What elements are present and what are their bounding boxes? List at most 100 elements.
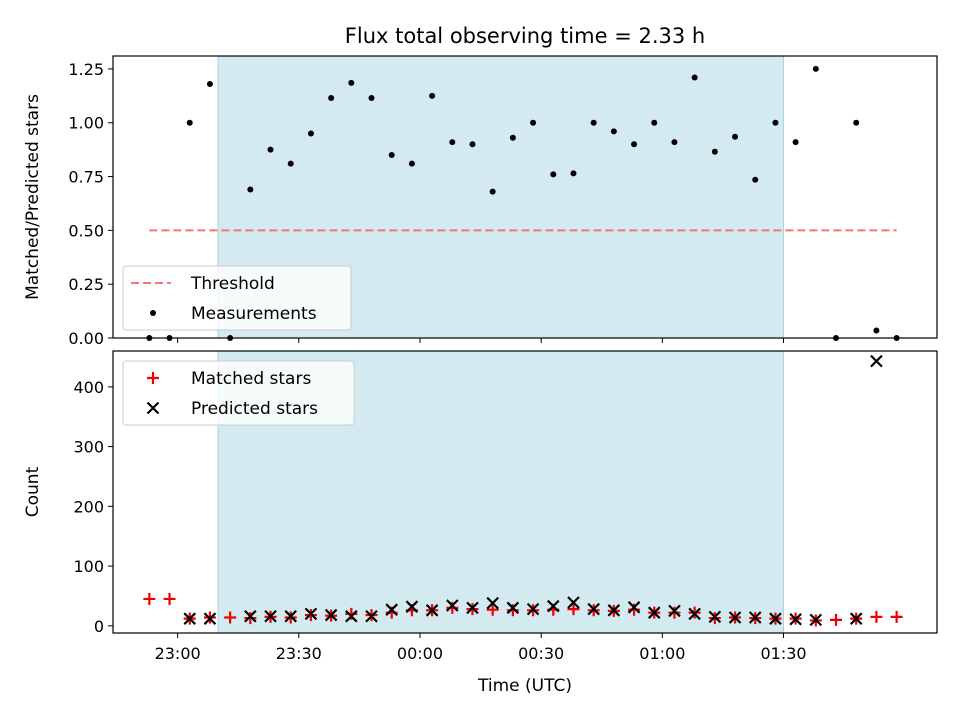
- panel-counts: 0 100 200 300 400 23:00 23:30 00:00 00:30 01:00 01…: [23, 350, 938, 663]
- measurement-point: [590, 119, 597, 126]
- x-tick-label: 23:30: [276, 644, 322, 663]
- matched-star-point: [628, 603, 641, 616]
- legend-box: [122, 360, 355, 426]
- measurement-point: [530, 119, 537, 126]
- predicted-star-point: [769, 612, 782, 625]
- y-axis-label: Matched/Predicted stars: [23, 94, 43, 300]
- predicted-star-point: [607, 604, 621, 617]
- panel-ratio: 0.00 0.25 0.50 0.75 1.00 1.25 Matched/Predicte…: [23, 55, 938, 348]
- y-tick-label: 1.25: [68, 60, 104, 79]
- matched-star-point: [163, 592, 176, 605]
- x-tick-label: 00:30: [518, 644, 564, 663]
- x-tick-label: 01:00: [639, 644, 685, 663]
- predicted-star-point: [688, 607, 701, 621]
- measurement-point: [206, 80, 213, 87]
- predicted-star-point: [203, 612, 217, 625]
- x-tick-label: 23:00: [155, 644, 201, 663]
- y-tick-label: 0.75: [68, 168, 104, 187]
- legend-label: Threshold: [190, 274, 275, 294]
- matched-star-point: [446, 601, 459, 614]
- measurement-point: [408, 160, 415, 167]
- measurement-point: [772, 119, 779, 126]
- measurement-point: [186, 119, 193, 126]
- predicted-star-point: [486, 596, 499, 610]
- legend-marker: [150, 310, 156, 316]
- predicted-star-point: [405, 600, 419, 613]
- predicted-star-point: [446, 599, 459, 612]
- plot-frame: [112, 55, 938, 339]
- measurement-point: [509, 134, 516, 141]
- legend: Threshold Measurements: [122, 265, 352, 331]
- predicted-star-point: [345, 609, 358, 623]
- matched-star-point: [870, 610, 883, 623]
- measurement-point: [469, 141, 476, 148]
- measurement-point: [368, 94, 375, 101]
- predicted-star-point: [264, 609, 277, 623]
- plot-frame: [112, 350, 938, 634]
- predicted-star-point: [244, 609, 257, 623]
- predicted-star-point: [284, 609, 298, 623]
- predicted-star-point: [647, 606, 661, 619]
- predicted-star-point: [385, 603, 398, 616]
- matched-star-point: [224, 611, 237, 624]
- predicted-star-point: [466, 601, 479, 615]
- x-tick-label: 01:30: [760, 644, 806, 663]
- chart-title: Flux total observing time = 2.33 h: [345, 24, 705, 48]
- predicted-star-point: [587, 602, 600, 616]
- y-tick-label: 0: [94, 617, 104, 636]
- measurement-point: [348, 79, 355, 86]
- measurement-point: [489, 188, 496, 195]
- x-axis-label: Time (UTC): [477, 676, 572, 696]
- matched-star-point: [244, 612, 257, 625]
- measurement-point: [328, 94, 335, 101]
- measurement-point: [610, 128, 617, 135]
- predicted-star-point: [748, 611, 762, 624]
- measurement-point: [812, 65, 819, 72]
- matched-star-point: [486, 603, 499, 616]
- y-tick-label: 200: [73, 497, 104, 516]
- legend-marker: [146, 401, 160, 415]
- matched-star-point: [668, 606, 681, 619]
- measurement-point: [429, 92, 436, 99]
- predicted-star-point: [627, 601, 641, 614]
- measurement-point: [671, 139, 678, 146]
- y-axis-label: Count: [23, 466, 43, 517]
- predicted-star-point: [728, 611, 742, 624]
- matched-star-point: [830, 613, 843, 626]
- measurement-point: [631, 141, 638, 148]
- y-tick-label: 400: [73, 378, 104, 397]
- predicted-star-point: [870, 354, 883, 368]
- predicted-star-point: [849, 612, 863, 625]
- y-tick-label: 100: [73, 557, 104, 576]
- matched-star-point: [345, 607, 358, 620]
- measurement-point: [247, 186, 254, 193]
- predicted-star-point: [526, 602, 540, 616]
- matched-star-point: [143, 592, 156, 605]
- measurement-point: [267, 146, 274, 153]
- predicted-star-point: [506, 601, 520, 615]
- predicted-star-point: [546, 599, 560, 613]
- measurement-point: [711, 148, 718, 155]
- measurement-point: [873, 327, 880, 334]
- predicted-star-point: [183, 612, 197, 625]
- legend-label: Predicted stars: [191, 399, 318, 419]
- measurement-point: [388, 152, 395, 159]
- predicted-star-point: [789, 612, 802, 626]
- y-tick-label: 0.00: [68, 329, 104, 348]
- x-tick-label: 00:00: [397, 644, 443, 663]
- measurement-point: [732, 133, 739, 140]
- measurement-point: [792, 139, 799, 146]
- y-tick-label: 0.50: [68, 221, 104, 240]
- measurement-point: [570, 170, 577, 177]
- y-tick-label: 1.00: [68, 114, 104, 133]
- predicted-star-point: [365, 609, 378, 623]
- y-tick-label: 300: [73, 438, 104, 457]
- measurement-point: [550, 171, 557, 178]
- predicted-star-point: [304, 607, 318, 621]
- measurement-point: [307, 130, 314, 137]
- legend-label: Matched stars: [191, 369, 311, 389]
- measurement-point: [449, 139, 456, 146]
- predicted-star-point: [567, 596, 580, 609]
- predicted-star-point: [809, 613, 823, 627]
